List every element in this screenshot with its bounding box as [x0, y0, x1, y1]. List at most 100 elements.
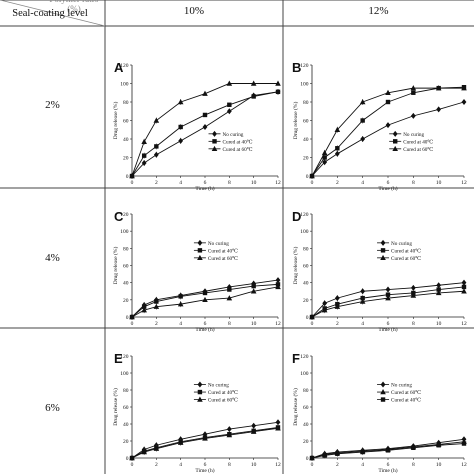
series-line [311, 101, 465, 177]
y-tick-label: 40 [123, 422, 129, 428]
panel-letter: B [292, 60, 301, 75]
series-point [141, 153, 147, 158]
panel-letter: C [114, 209, 124, 224]
series-point [177, 439, 184, 445]
panel-letter: E [114, 351, 123, 366]
panel-letter: A [114, 60, 124, 75]
y-tick-label: 0 [306, 315, 309, 321]
x-axis-label: Time (h) [378, 185, 397, 192]
series-point [435, 289, 442, 296]
y-tick-label: 80 [123, 100, 129, 106]
legend-marker [212, 130, 217, 137]
x-tick-label: 2 [155, 462, 158, 468]
legend-entry: Cured at 60℃ [208, 398, 238, 404]
legend-marker [197, 396, 203, 402]
series-point [141, 449, 147, 455]
x-tick-label: 8 [412, 321, 415, 327]
series-point [227, 102, 232, 107]
series-point [202, 435, 208, 441]
series-point [360, 288, 366, 295]
series-point [385, 295, 391, 301]
series-point [226, 432, 233, 438]
series-point [436, 106, 442, 113]
series-point [410, 112, 416, 119]
legend-entry: No curing [208, 383, 229, 389]
series-line [131, 421, 279, 459]
series-point [410, 292, 417, 298]
series-point [154, 299, 159, 304]
x-tick-label: 6 [387, 462, 390, 468]
x-axis-label: Time (h) [378, 467, 397, 474]
series-point [385, 122, 391, 129]
series-point [250, 80, 257, 86]
row-header-1: 2% [45, 99, 60, 111]
series-point [360, 136, 366, 142]
col-header-1: 10% [183, 5, 205, 17]
series-point [322, 155, 327, 160]
y-tick-label: 100 [300, 82, 309, 88]
series-point [334, 295, 340, 302]
series-point [335, 451, 340, 456]
y-tick-label: 80 [123, 388, 129, 394]
x-tick-label: 2 [336, 462, 339, 468]
panel-letter: F [292, 351, 300, 366]
legend-marker [380, 397, 386, 402]
y-tick-label: 60 [123, 264, 129, 270]
series-point [461, 284, 467, 290]
series-point [177, 99, 184, 105]
series-point [250, 288, 257, 294]
x-tick-label: 2 [336, 180, 339, 186]
x-tick-label: 8 [228, 321, 231, 327]
series-point [360, 449, 365, 455]
series-point [227, 287, 232, 292]
series-point [309, 314, 315, 320]
x-tick-label: 10 [251, 462, 257, 468]
row-header-2: 4% [45, 252, 60, 264]
series-point [153, 117, 160, 123]
legend-marker [380, 389, 386, 395]
series-point [411, 445, 416, 450]
series-point [359, 99, 366, 105]
legend-entry: No curing [223, 132, 244, 138]
series-point [251, 422, 257, 429]
series-point [321, 149, 328, 156]
series-point [251, 94, 256, 99]
x-tick-label: 2 [336, 321, 339, 327]
legend-marker [197, 381, 203, 388]
series-point [226, 295, 233, 301]
y-axis-label: Drug release (%) [112, 102, 119, 140]
legend-entry: No curing [208, 241, 229, 247]
y-tick-label: 120 [300, 354, 309, 360]
series-point [141, 160, 147, 167]
series-point [334, 150, 340, 157]
x-tick-label: 2 [155, 321, 158, 327]
series-point [129, 173, 135, 179]
x-axis-label: Time (h) [195, 467, 214, 474]
x-tick-label: 4 [361, 462, 364, 468]
series-point [178, 124, 183, 130]
x-tick-label: 12 [275, 180, 281, 186]
series-point [335, 146, 340, 151]
y-tick-label: 40 [123, 281, 129, 287]
y-tick-label: 100 [120, 229, 129, 235]
x-tick-label: 0 [131, 321, 134, 327]
x-axis-label: Time (h) [195, 326, 214, 333]
series-line [311, 282, 465, 318]
legend-entry: Cured at 40℃ [208, 248, 238, 254]
legend-marker [392, 145, 398, 152]
legend-entry: Cured at 60℃ [391, 256, 421, 262]
y-tick-label: 60 [123, 405, 129, 411]
legend-entry: Cured at 40℃ [208, 390, 238, 396]
series-point [461, 85, 467, 91]
series-point [275, 283, 281, 290]
x-tick-label: 12 [461, 462, 467, 468]
y-tick-label: 20 [123, 156, 129, 162]
x-tick-label: 4 [361, 180, 364, 186]
series-point [153, 445, 160, 451]
series-point [226, 80, 233, 86]
y-tick-label: 60 [123, 119, 129, 125]
